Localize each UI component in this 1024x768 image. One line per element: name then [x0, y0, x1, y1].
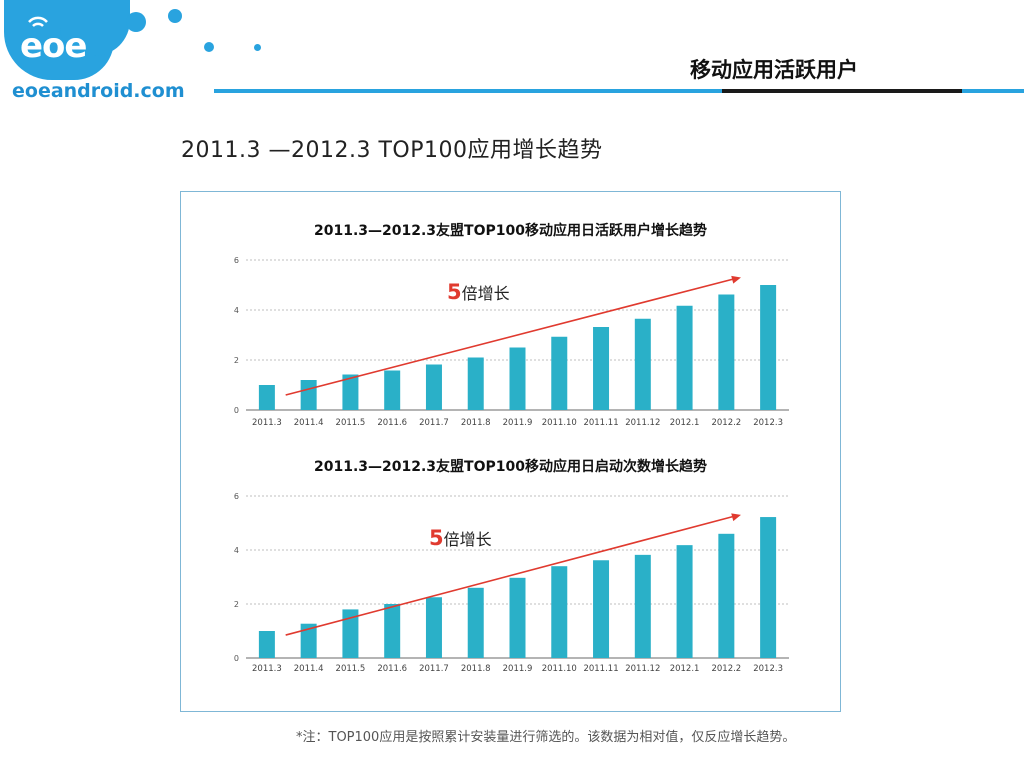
- bar: [300, 380, 317, 410]
- header-rule: [214, 89, 1024, 93]
- bar: [718, 533, 735, 658]
- trend-arrow-head: [731, 275, 741, 284]
- trend-arrow-line: [285, 277, 738, 396]
- bar: [300, 623, 317, 658]
- x-tick-label: 2011.12: [625, 418, 660, 428]
- x-tick-label: 2011.11: [583, 418, 618, 428]
- x-tick-label: 2011.8: [461, 664, 491, 674]
- y-tick-label: 4: [234, 546, 239, 555]
- x-tick-label: 2011.6: [377, 664, 407, 674]
- x-tick-label: 2011.4: [294, 418, 324, 428]
- bar: [509, 577, 526, 658]
- wifi-icon: [28, 16, 48, 27]
- footnote: *注：TOP100应用是按照累计安装量进行筛选的。该数据为相对值，仅反应增长趋势…: [296, 730, 796, 745]
- x-tick-label: 2011.10: [542, 664, 577, 674]
- bar: [676, 545, 693, 658]
- x-tick-label: 2011.8: [461, 418, 491, 428]
- bar: [676, 305, 693, 410]
- y-tick-label: 6: [234, 492, 239, 501]
- x-tick-label: 2011.7: [419, 664, 449, 674]
- bar: [384, 604, 401, 658]
- growth-label-launches: 5倍增长: [429, 526, 492, 550]
- x-tick-label: 2012.3: [753, 664, 783, 674]
- bar: [634, 318, 651, 410]
- x-tick-label: 2011.3: [252, 664, 282, 674]
- bar: [593, 327, 610, 410]
- bar: [509, 347, 526, 410]
- y-tick-label: 0: [234, 654, 239, 663]
- x-tick-label: 2012.1: [670, 418, 700, 428]
- y-tick-label: 2: [234, 600, 239, 609]
- chart-title-launches: 2011.3—2012.3友盟TOP100移动应用日启动次数增长趋势: [314, 459, 707, 475]
- bar: [593, 560, 610, 658]
- logo-wordmark: eoe: [20, 26, 87, 66]
- bar: [718, 294, 735, 410]
- bar: [384, 370, 401, 410]
- x-tick-label: 2011.11: [583, 664, 618, 674]
- chart-title-dau: 2011.3—2012.3友盟TOP100移动应用日活跃用户增长趋势: [314, 223, 707, 239]
- bar-chart-dau: 0 2 4 6 2011.3 2011.4 2011.5 2011.6 2011.7 2011.8…: [234, 256, 789, 428]
- x-tick-label: 2011.10: [542, 418, 577, 428]
- bar-chart-launches: 0 2 4 6 2011.3 2011.4 2011.5 2011.6 2011.7 2011.8…: [234, 492, 789, 674]
- header-rule-accent: [722, 89, 962, 93]
- bar: [467, 587, 484, 658]
- logo-dot-1: [126, 12, 146, 32]
- growth-label-dau: 5倍增长: [447, 280, 510, 304]
- growth-multiplier: 5: [429, 526, 444, 550]
- y-tick-label: 0: [234, 406, 239, 415]
- growth-multiplier: 5: [447, 280, 462, 304]
- x-tick-label: 2011.4: [294, 664, 324, 674]
- x-tick-label: 2011.7: [419, 418, 449, 428]
- logo-dot-4: [254, 44, 261, 51]
- growth-text: 倍增长: [443, 530, 492, 549]
- x-tick-label: 2011.9: [503, 418, 533, 428]
- y-tick-label: 6: [234, 256, 239, 265]
- y-tick-label: 2: [234, 356, 239, 365]
- bar: [760, 517, 777, 658]
- bar: [634, 554, 651, 658]
- trend-arrow-head: [731, 513, 741, 522]
- page-title: 2011.3 —2012.3 TOP100应用增长趋势: [181, 138, 603, 163]
- x-tick-label: 2011.12: [625, 664, 660, 674]
- growth-text: 倍增长: [461, 284, 510, 303]
- x-tick-label: 2012.1: [670, 664, 700, 674]
- bar: [342, 609, 359, 658]
- bar: [258, 631, 275, 658]
- header-title: 移动应用活跃用户: [690, 58, 858, 82]
- x-tick-label: 2012.2: [711, 664, 741, 674]
- bar: [258, 385, 275, 410]
- chart-frame: 2011.3—2012.3友盟TOP100移动应用日活跃用户增长趋势 5倍增长 …: [180, 191, 841, 712]
- x-tick-label: 2011.6: [377, 418, 407, 428]
- x-tick-label: 2011.3: [252, 418, 282, 428]
- x-tick-label: 2012.2: [711, 418, 741, 428]
- bar: [425, 364, 442, 410]
- brand-logo: eoe eoeandroid.com: [0, 0, 280, 110]
- x-tick-label: 2011.5: [336, 664, 366, 674]
- logo-dot-2: [168, 9, 182, 23]
- x-tick-label: 2011.5: [336, 418, 366, 428]
- logo-dot-3: [204, 42, 214, 52]
- x-tick-label: 2012.3: [753, 418, 783, 428]
- y-tick-label: 4: [234, 306, 239, 315]
- x-tick-label: 2011.9: [503, 664, 533, 674]
- trend-arrow-line: [285, 514, 738, 636]
- bar: [551, 336, 568, 410]
- bar: [760, 285, 777, 410]
- bar: [467, 357, 484, 410]
- bar: [342, 374, 359, 410]
- logo-domain: eoeandroid.com: [12, 80, 185, 102]
- bar: [425, 597, 442, 658]
- bar: [551, 566, 568, 658]
